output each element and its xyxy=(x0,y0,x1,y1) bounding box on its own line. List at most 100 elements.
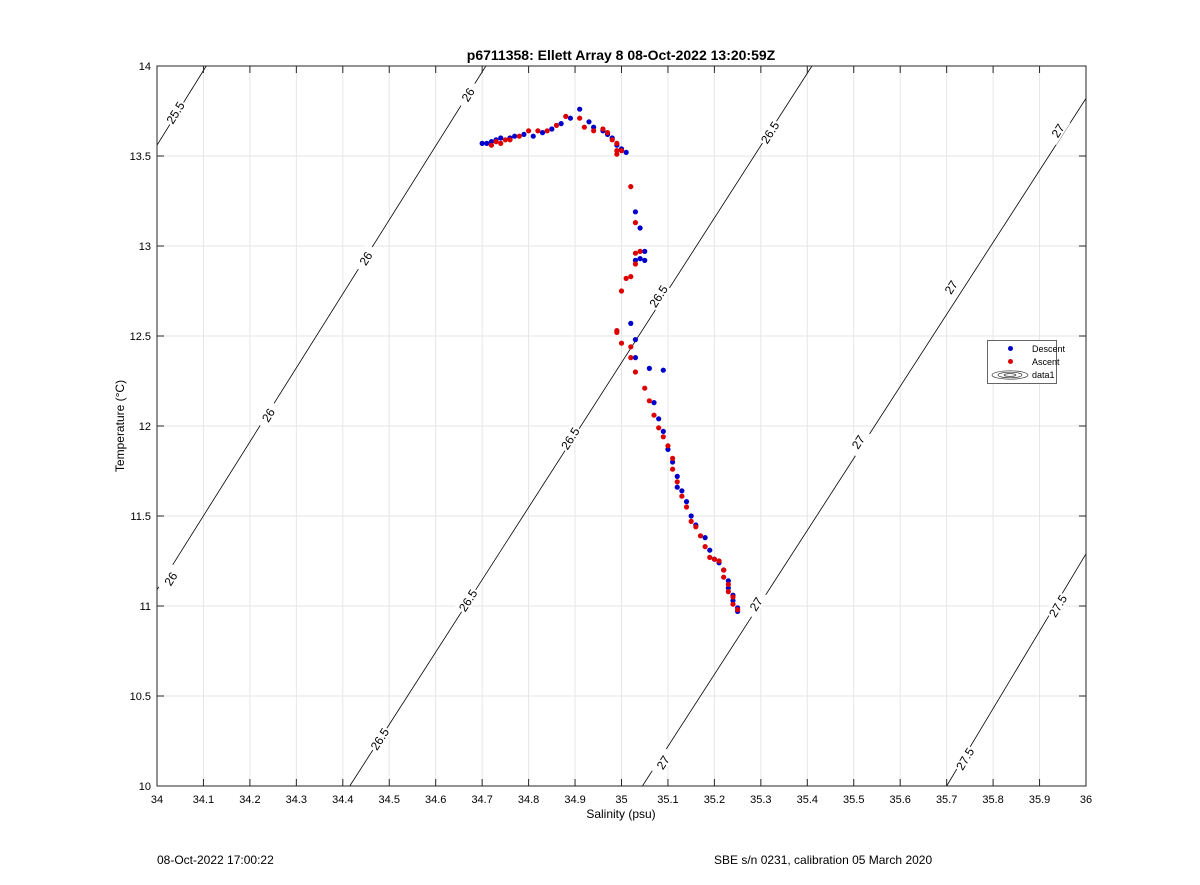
y-tick-label: 11.5 xyxy=(130,511,151,523)
y-tick-label: 11 xyxy=(140,601,151,613)
point-descent xyxy=(660,367,666,373)
legend-label-descent: Descent xyxy=(1032,344,1066,354)
point-descent xyxy=(586,119,592,125)
point-descent xyxy=(577,106,583,112)
point-ascent xyxy=(730,601,736,607)
x-tick-label: 34 xyxy=(151,794,163,806)
point-descent xyxy=(637,225,643,231)
point-descent xyxy=(651,400,657,406)
point-ascent xyxy=(563,113,569,119)
legend-dot-ascent xyxy=(1008,359,1013,364)
x-tick-label: 35.4 xyxy=(797,794,818,806)
point-descent xyxy=(488,139,495,145)
grid xyxy=(156,65,1087,787)
point-descent xyxy=(567,115,574,121)
axis-ticks: 34 34.1 34.2 34.3 34.4 34.5 34.6 34.7 34.8 34.9 35… xyxy=(130,61,1093,806)
point-ascent xyxy=(632,220,639,226)
x-tick-label: 35.5 xyxy=(843,794,864,806)
contour-label-bg xyxy=(649,747,676,777)
legend: Descent Ascent data1 xyxy=(987,340,1065,384)
point-descent xyxy=(674,473,680,479)
contour-label-bg xyxy=(1044,115,1071,145)
footer-calibration: SBE s/n 0231, calibration 05 March 2020 xyxy=(714,853,933,867)
point-ascent xyxy=(581,124,587,130)
point-ascent xyxy=(623,275,629,281)
point-ascent xyxy=(642,385,648,391)
point-descent xyxy=(725,585,731,591)
point-descent xyxy=(632,257,639,263)
point-ascent xyxy=(507,137,513,143)
contour-label-bg xyxy=(844,426,871,457)
y-tick-label: 13 xyxy=(139,241,151,253)
point-descent xyxy=(479,140,485,146)
y-tick-label: 12 xyxy=(139,421,151,433)
point-descent xyxy=(660,428,666,434)
point-descent xyxy=(637,256,643,262)
point-ascent xyxy=(614,329,620,335)
x-tick-label: 34.1 xyxy=(193,794,214,806)
point-descent xyxy=(674,484,680,490)
point-ascent xyxy=(614,148,620,154)
point-descent xyxy=(628,320,634,326)
point-ascent xyxy=(646,398,652,404)
point-descent xyxy=(730,598,736,604)
point-ascent xyxy=(721,567,727,573)
point-ascent xyxy=(618,148,625,154)
y-tick-label: 10 xyxy=(139,781,151,793)
point-descent xyxy=(665,446,671,452)
x-tick-label: 34.7 xyxy=(471,794,492,806)
x-tick-label: 35.1 xyxy=(657,794,678,806)
point-ascent xyxy=(600,126,606,132)
contour-label-bg xyxy=(756,117,783,147)
x-tick-label: 36 xyxy=(1080,794,1092,806)
point-ascent xyxy=(526,128,532,134)
point-descent xyxy=(512,133,518,139)
contour-label-bg xyxy=(366,723,393,754)
x-tick-label: 35 xyxy=(615,794,627,806)
x-tick-label: 35.3 xyxy=(750,794,771,806)
contour-label-bg xyxy=(157,563,183,594)
point-ascent xyxy=(488,142,495,148)
x-tick-label: 34.4 xyxy=(332,794,353,806)
contour-label-bg xyxy=(951,743,978,774)
contour-line-26-5 xyxy=(349,65,813,787)
x-tick-label: 34.9 xyxy=(564,794,585,806)
x-tick-label: 34.8 xyxy=(518,794,539,806)
contour-label-bg xyxy=(742,588,769,619)
point-ascent xyxy=(656,425,662,431)
legend-label-data1: data1 xyxy=(1032,370,1055,380)
x-tick-label: 34.2 xyxy=(239,794,260,806)
point-ascent xyxy=(632,250,639,256)
point-ascent xyxy=(669,455,676,461)
point-ascent xyxy=(628,184,634,190)
contour-label-bg xyxy=(644,281,671,311)
point-ascent xyxy=(553,122,560,128)
contour-legend-icon xyxy=(991,370,1029,380)
point-ascent xyxy=(591,128,597,134)
legend-entry-descent: Descent xyxy=(988,343,1065,355)
y-tick-label: 12.5 xyxy=(130,331,151,343)
point-ascent xyxy=(697,533,704,539)
point-ascent xyxy=(604,130,611,136)
point-descent xyxy=(549,126,555,132)
contour-label-bg xyxy=(1044,590,1070,621)
point-ascent xyxy=(614,151,620,157)
point-ascent xyxy=(614,140,620,146)
contour-label-bg xyxy=(556,423,583,453)
y-tick-label: 14 xyxy=(139,61,151,73)
point-descent xyxy=(656,416,662,422)
contour-label-bg xyxy=(454,79,481,110)
y-tick-label: 10.5 xyxy=(130,691,151,703)
x-axis-label: Salinity (psu) xyxy=(586,807,655,821)
x-tick-label: 35.6 xyxy=(889,794,910,806)
point-ascent xyxy=(577,115,583,121)
point-ascent xyxy=(609,137,615,143)
data-points xyxy=(479,106,741,615)
point-descent xyxy=(632,337,639,343)
point-descent xyxy=(683,499,690,505)
point-ascent xyxy=(618,288,625,294)
point-ascent xyxy=(683,504,690,510)
contour-label-bg xyxy=(254,399,281,430)
point-descent xyxy=(521,131,527,137)
point-ascent xyxy=(679,493,685,499)
